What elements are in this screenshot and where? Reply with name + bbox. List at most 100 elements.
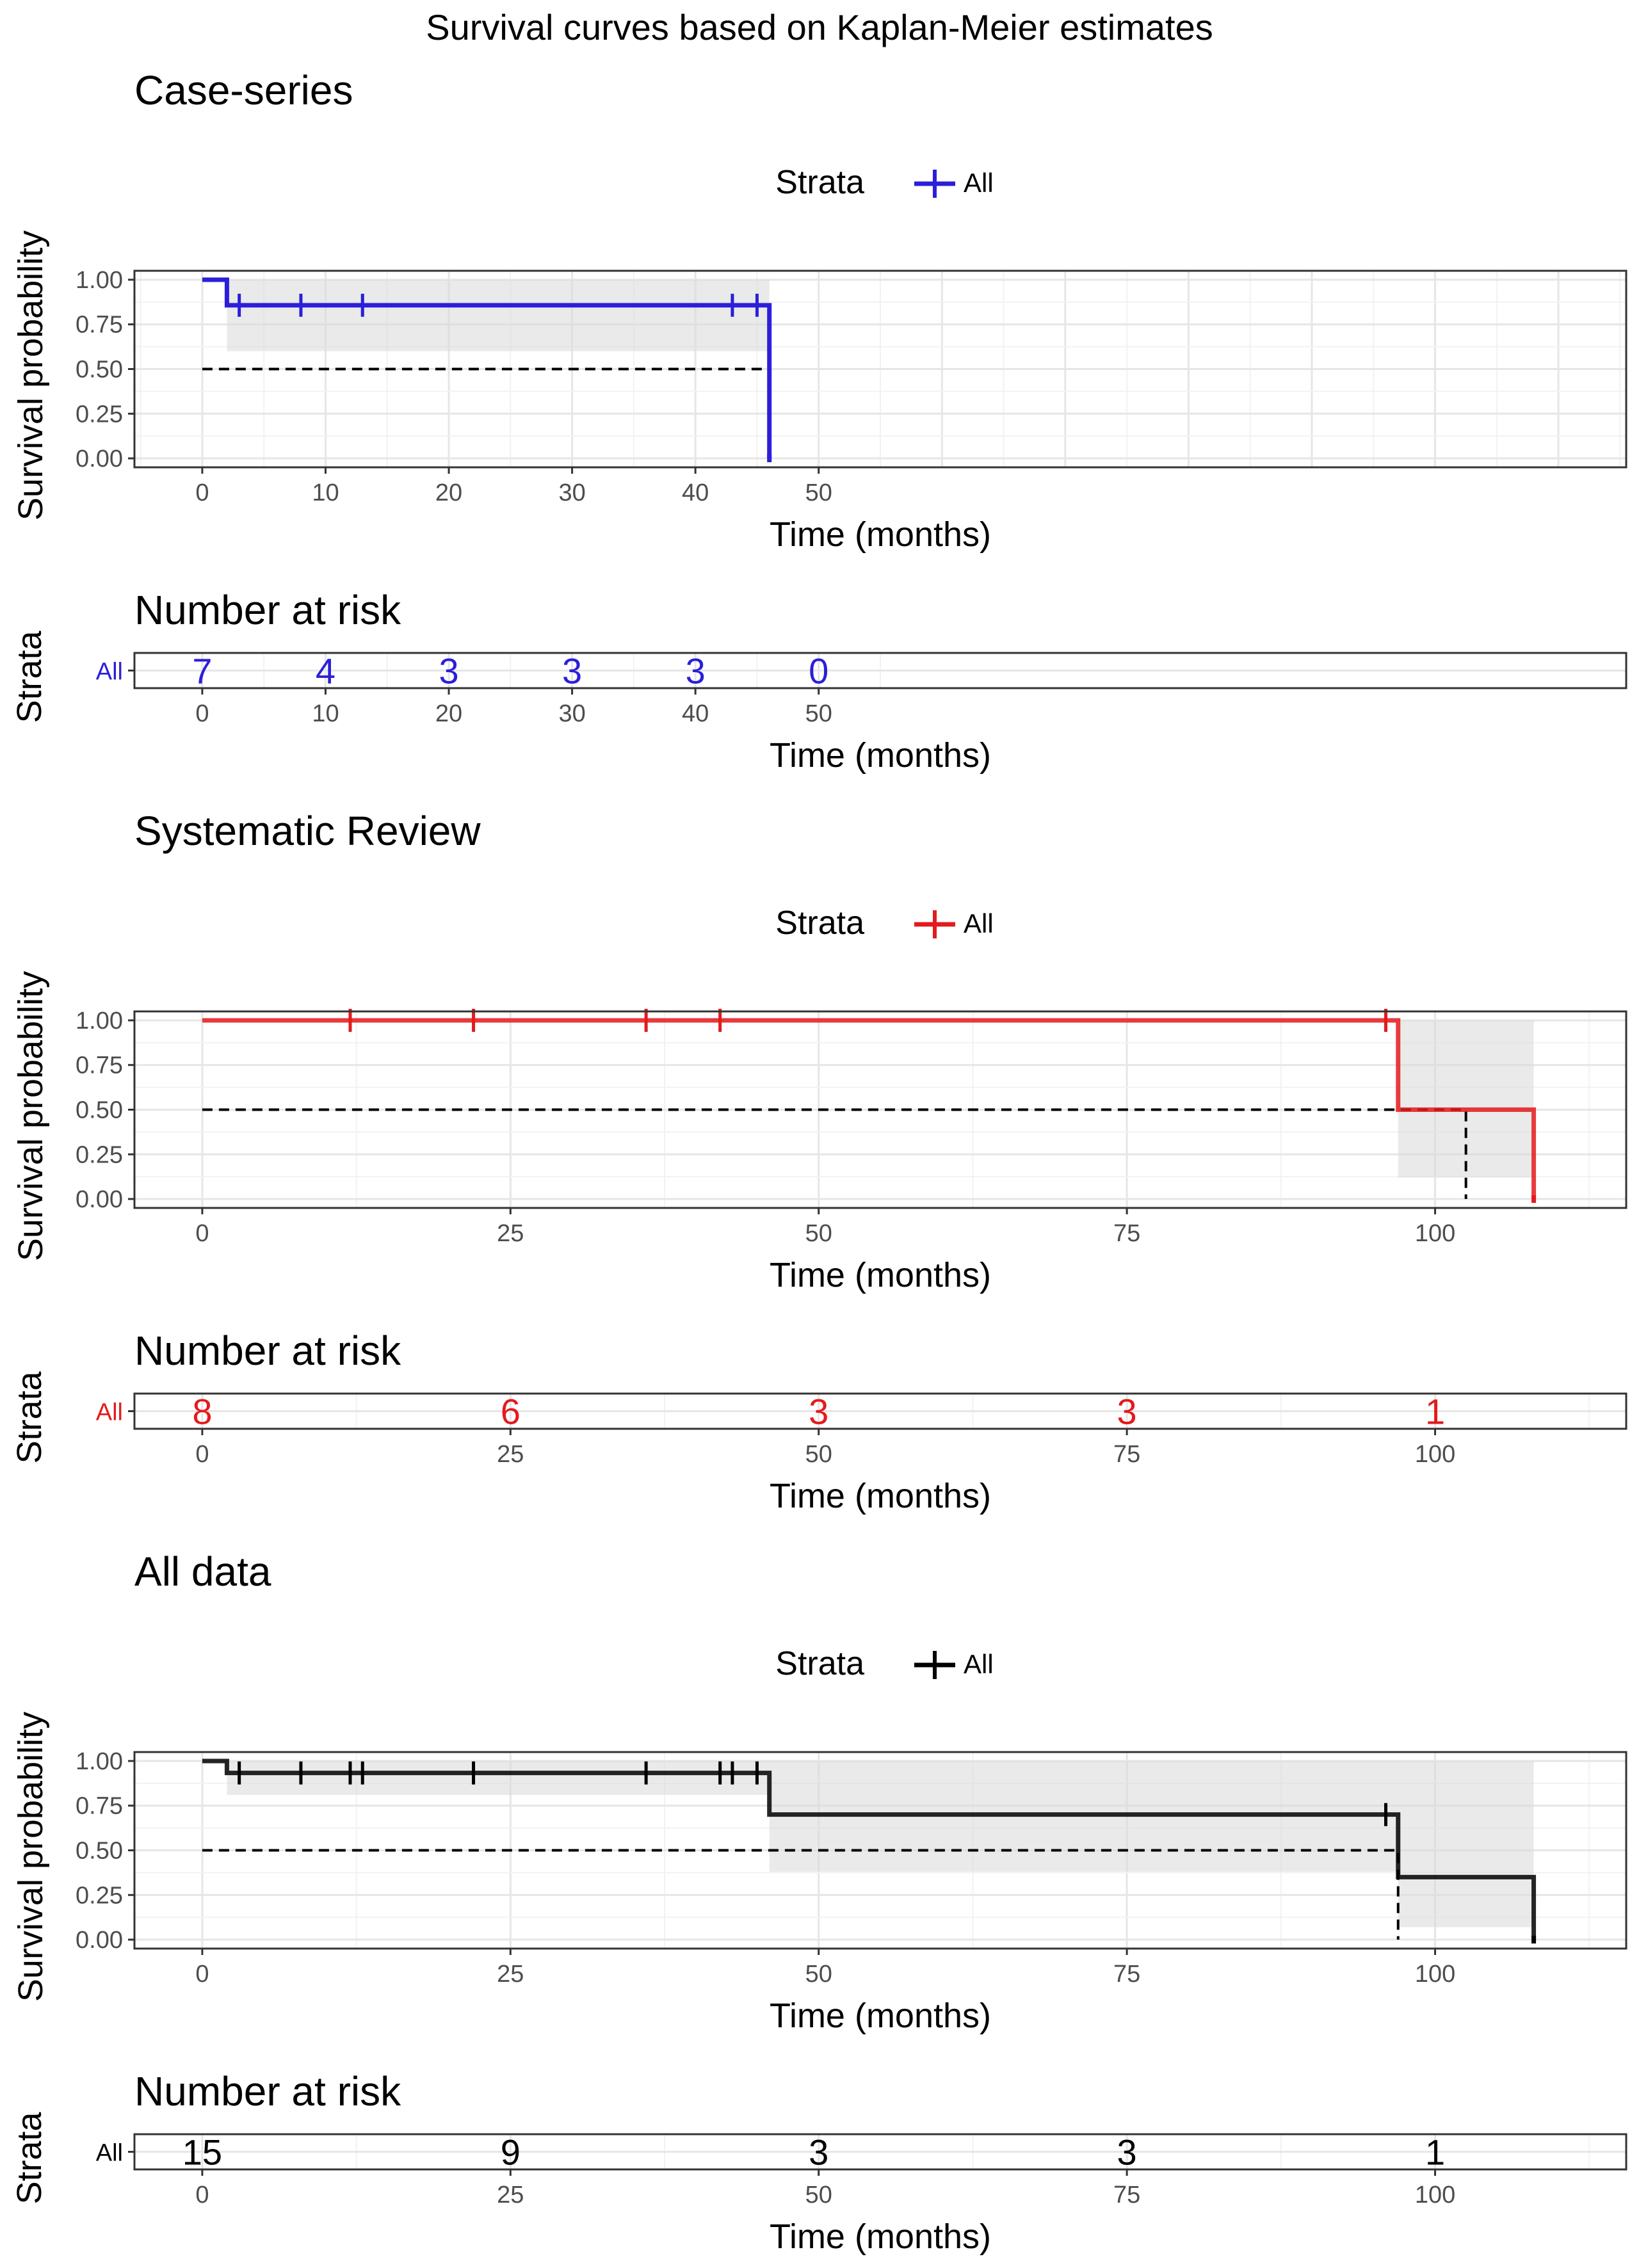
risk-x-tick-label: 50	[805, 2182, 832, 2208]
survival-curve	[202, 277, 772, 459]
x-tick-label: 0	[195, 1961, 209, 1988]
risk-count: 3	[562, 651, 582, 691]
legend-key	[914, 170, 955, 198]
risk-count: 3	[809, 1392, 828, 1432]
panel-title: All data	[134, 1548, 271, 1595]
y-tick-label: 0.50	[76, 1097, 123, 1124]
risk-count: 1	[1425, 1392, 1445, 1432]
risk-count: 3	[439, 651, 458, 691]
risk-count: 3	[809, 2132, 828, 2173]
risk-count: 3	[1117, 1392, 1137, 1432]
km-plot: 0.00 0.25 0.50 0.75 1.00 0 10 20 30 40 50 Time (mon…	[12, 230, 1627, 554]
risk-table-title: Number at risk	[134, 2068, 401, 2114]
risk-x-tick-label: 75	[1113, 2182, 1140, 2208]
figure-title: Survival curves based on Kaplan-Meier es…	[426, 7, 1213, 47]
confidence-band	[202, 279, 770, 351]
risk-count: 7	[192, 651, 212, 691]
risk-strata-label: All	[96, 2140, 123, 2167]
x-tick-label: 50	[805, 1220, 832, 1247]
panel-systematic-review: Systematic Review Strata All 0.00 0.25 0.5…	[10, 808, 1627, 1515]
km-plot: 0.00 0.25 0.50 0.75 1.00 0 25 50 75 100 Time (mont…	[12, 1712, 1627, 2035]
y-tick-label: 0.00	[76, 1186, 123, 1213]
risk-table: 8 6 3 3 1 All 0 25 50 75 100 Time (months) Strata	[10, 1371, 1627, 1515]
y-tick-label: 1.00	[76, 1008, 123, 1034]
legend: Strata All	[775, 905, 993, 942]
risk-table: 15 9 3 3 1 All 0 25 50 75 100 Time (months) Strata	[10, 2112, 1627, 2256]
panel-title: Systematic Review	[134, 808, 481, 854]
median-survival-line	[202, 1849, 1400, 1940]
risk-count: 0	[809, 651, 828, 691]
risk-count: 3	[1117, 2132, 1137, 2173]
risk-count: 4	[316, 651, 335, 691]
legend-label: All	[964, 168, 994, 198]
risk-x-tick-label: 0	[195, 1441, 209, 1468]
panel-title: Case-series	[134, 67, 353, 113]
panel-case-series: Case-series Strata All 0.00 0.25 0.50 0.75 1…	[10, 67, 1627, 775]
x-tick-label: 40	[682, 479, 709, 506]
risk-count: 3	[686, 651, 706, 691]
risk-count: 9	[501, 2132, 521, 2173]
y-axis-label: Survival probability	[12, 971, 50, 1261]
risk-y-axis-label: Strata	[10, 1371, 49, 1464]
y-tick-label: 1.00	[76, 1748, 123, 1775]
y-axis-label: Survival probability	[12, 230, 50, 520]
y-tick-label: 0.25	[76, 401, 123, 428]
survival-curve	[202, 1018, 1537, 1200]
survival-curve	[202, 1758, 1537, 1940]
x-tick-label: 0	[195, 479, 209, 506]
risk-grid	[134, 1394, 1626, 1429]
risk-count: 8	[192, 1392, 212, 1432]
legend-title: Strata	[775, 905, 864, 942]
x-tick-label: 25	[497, 1220, 524, 1247]
risk-x-tick-label: 100	[1415, 1441, 1455, 1468]
x-tick-label: 20	[435, 479, 462, 506]
y-axis-label: Survival probability	[12, 1712, 50, 2002]
risk-x-axis-label: Time (months)	[770, 2217, 991, 2256]
risk-y-axis-label: Strata	[10, 631, 49, 723]
x-axis-label: Time (months)	[770, 515, 991, 554]
x-tick-label: 100	[1415, 1220, 1455, 1247]
legend-title: Strata	[775, 1645, 864, 1682]
legend-label: All	[964, 908, 994, 938]
y-tick-label: 0.50	[76, 357, 123, 383]
x-tick-label: 100	[1415, 1961, 1455, 1988]
confidence-band	[202, 1020, 1534, 1178]
risk-x-tick-label: 25	[497, 2182, 524, 2208]
x-axis-label: Time (months)	[770, 1256, 991, 1294]
y-tick-label: 0.50	[76, 1838, 123, 1865]
legend-label: All	[964, 1649, 994, 1679]
risk-x-tick-label: 40	[682, 700, 709, 727]
legend-key	[914, 910, 955, 938]
risk-x-tick-label: 10	[312, 700, 339, 727]
x-tick-label: 10	[312, 479, 339, 506]
legend: Strata All	[775, 1645, 993, 1682]
risk-x-tick-label: 0	[195, 2182, 209, 2208]
x-tick-label: 50	[805, 1961, 832, 1988]
y-tick-label: 0.75	[76, 1793, 123, 1820]
risk-table-title: Number at risk	[134, 587, 401, 633]
x-tick-label: 75	[1113, 1220, 1140, 1247]
risk-x-tick-label: 0	[195, 700, 209, 727]
x-tick-label: 50	[805, 479, 832, 506]
risk-count: 15	[182, 2132, 222, 2173]
x-tick-label: 25	[497, 1961, 524, 1988]
risk-count: 6	[501, 1392, 521, 1432]
y-tick-label: 0.75	[76, 1052, 123, 1079]
panel-all-data: All data Strata All 0.00 0.25 0.50 0.75 1.00…	[10, 1548, 1627, 2256]
legend-title: Strata	[775, 164, 864, 201]
risk-grid	[134, 653, 1626, 688]
x-axis-label: Time (months)	[770, 1997, 991, 2035]
risk-grid	[134, 2134, 1626, 2169]
legend: Strata All	[775, 164, 993, 201]
risk-table-title: Number at risk	[134, 1328, 401, 1374]
y-tick-label: 0.25	[76, 1882, 123, 1909]
x-tick-label: 0	[195, 1220, 209, 1247]
km-plot: 0.00 0.25 0.50 0.75 1.00 0 25 50 75 100 Time (mont…	[12, 971, 1627, 1294]
risk-x-tick-label: 75	[1113, 1441, 1140, 1468]
y-tick-label: 0.00	[76, 446, 123, 472]
confidence-band	[202, 1760, 1534, 1927]
legend-key	[914, 1651, 955, 1679]
risk-x-tick-label: 25	[497, 1441, 524, 1468]
